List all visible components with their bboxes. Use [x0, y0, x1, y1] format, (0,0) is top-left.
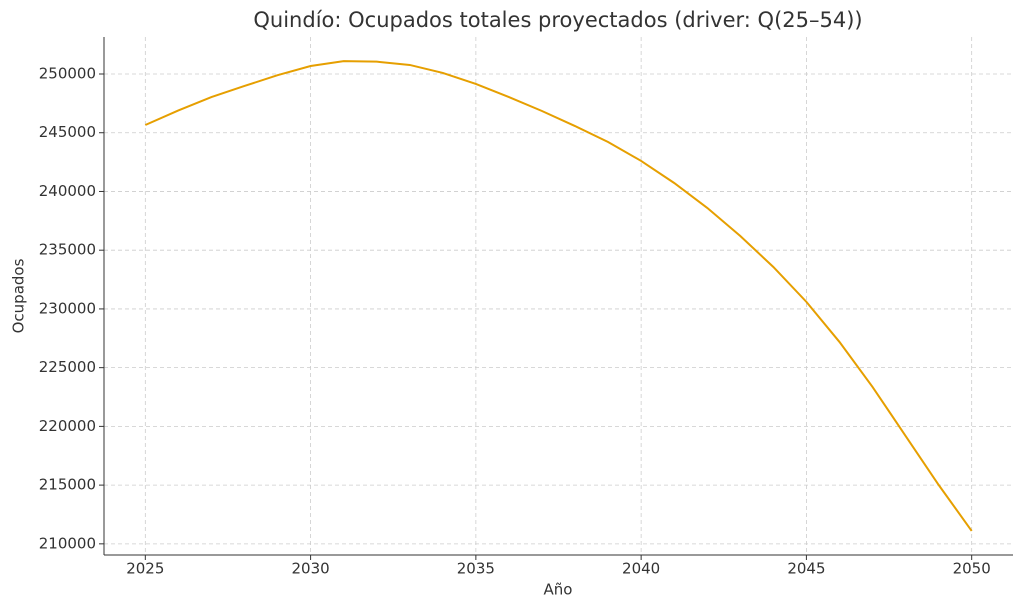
- y-tick-label: 240000: [39, 182, 96, 200]
- line: [144, 60, 973, 532]
- x-tick-label: 2040: [622, 560, 660, 578]
- y-axis-label: Ocupados: [10, 258, 28, 333]
- y-tick-label: 225000: [39, 358, 96, 376]
- x-tick-label: 2035: [457, 560, 495, 578]
- y-tick-label: 230000: [39, 299, 96, 317]
- x-axis-label: Año: [544, 581, 573, 599]
- y-tick-label: 210000: [39, 534, 96, 552]
- y-tick-label: 245000: [39, 123, 96, 141]
- y-tick-label: 250000: [39, 65, 96, 83]
- y-tick-label: 215000: [39, 476, 96, 494]
- x-tick-label: 2025: [126, 560, 164, 578]
- x-tick-label: 2045: [787, 560, 825, 578]
- y-tick-label: 235000: [39, 241, 96, 259]
- y-tick-label: 220000: [39, 417, 96, 435]
- x-tick-label: 2030: [291, 560, 329, 578]
- x-tick-label: 2050: [953, 560, 991, 578]
- chart-title: Quindío: Ocupados totales proyectados (d…: [253, 8, 862, 32]
